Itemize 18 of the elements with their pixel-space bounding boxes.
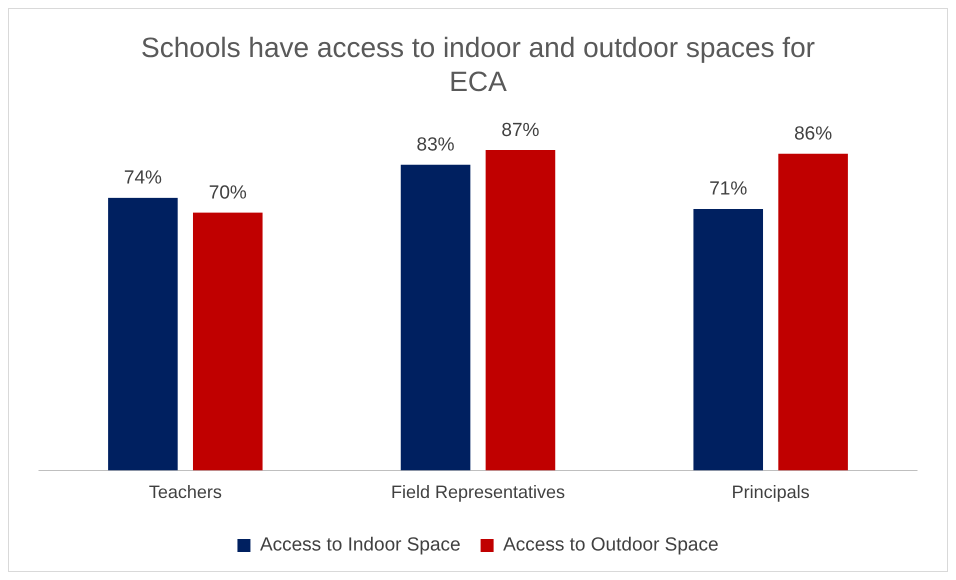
bar xyxy=(108,198,178,470)
data-label: 87% xyxy=(501,120,540,141)
data-label: 71% xyxy=(709,178,748,200)
data-label: 74% xyxy=(124,168,162,189)
bar xyxy=(693,208,764,470)
x-tick-label: Principals xyxy=(732,482,810,502)
x-tick-label: Field Representatives xyxy=(390,482,566,502)
data-label: 83% xyxy=(416,134,455,156)
bar xyxy=(778,154,848,470)
chart-title: Schools have access to indoor and outdoor spaces for ECA xyxy=(140,31,816,99)
legend-label: Access to Indoor Space xyxy=(260,534,461,556)
legend-label: Access to Outdoor Space xyxy=(503,534,719,556)
data-label: 70% xyxy=(208,182,247,204)
bar xyxy=(192,212,263,470)
data-label: 86% xyxy=(794,123,832,144)
bar xyxy=(400,164,470,470)
x-tick-label: Teachers xyxy=(148,482,222,502)
bar xyxy=(486,150,556,470)
